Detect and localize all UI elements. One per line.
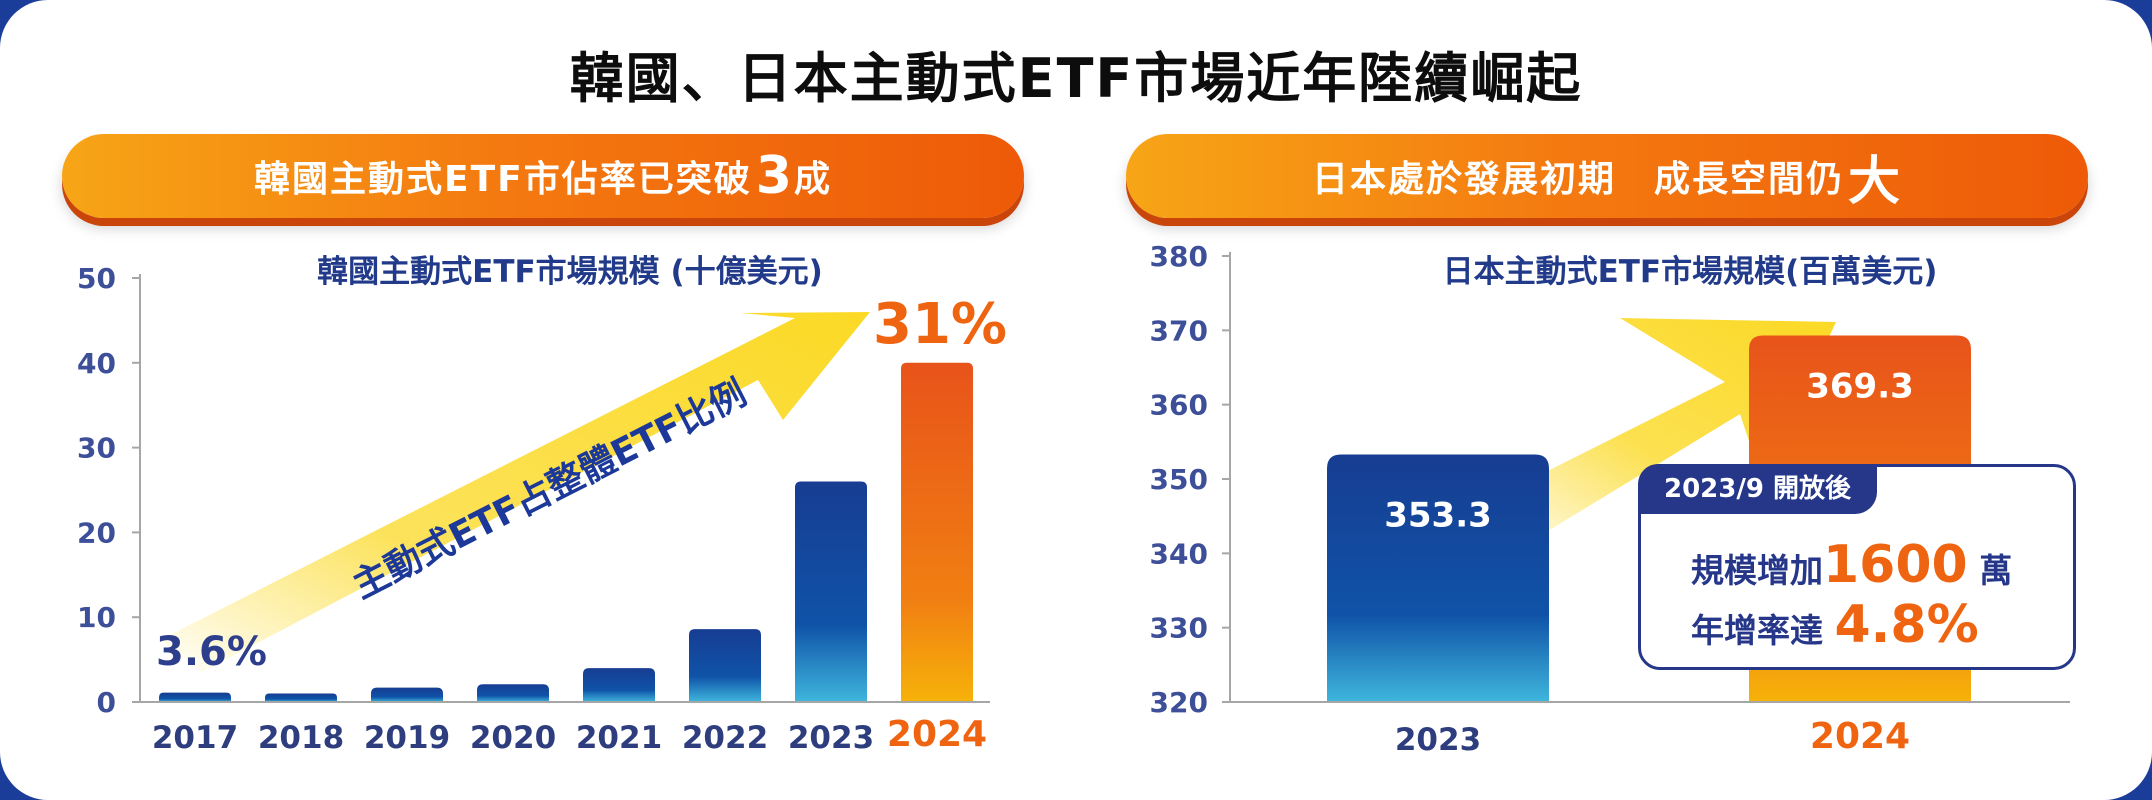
korea-bar-2019	[371, 687, 443, 702]
japan-banner-text: 日本處於發展初期 成長空間仍	[1311, 159, 1844, 200]
japan-x-tick-label: 2024	[1810, 716, 1910, 757]
japan-chart-title: 日本主動式ETF市場規模(百萬美元)	[1442, 254, 1938, 290]
korea-bar-2021	[583, 668, 655, 702]
japan-y-tick-label: 330	[1150, 612, 1208, 645]
korea-x-tick-label: 2019	[364, 720, 450, 756]
callout-growth-line: 規模增加1600 萬	[1691, 535, 2012, 595]
korea-y-tick-label: 30	[77, 432, 116, 465]
korea-x-tick-label: 2024	[887, 714, 987, 755]
korea-banner-suffix: 成	[793, 159, 832, 200]
japan-banner: 日本處於發展初期 成長空間仍大	[1126, 134, 2088, 218]
korea-y-tick-label: 50	[77, 262, 116, 295]
korea-x-tick-label: 2020	[470, 720, 556, 756]
callout-rate-line: 年增率達 4.8%	[1691, 595, 1979, 655]
callout-growth-unit: 萬	[1967, 551, 2013, 590]
korea-banner: 韓國主動式ETF市佔率已突破 3 成	[62, 134, 1024, 218]
korea-start-percent: 3.6%	[156, 629, 267, 675]
japan-y-tick-label: 360	[1150, 389, 1208, 422]
korea-chart-title: 韓國主動式ETF市場規模 (十億美元)	[317, 254, 823, 290]
korea-x-tick-label: 2022	[682, 720, 768, 756]
korea-y-tick-label: 10	[77, 601, 116, 634]
japan-trend-arrow	[1470, 318, 1836, 548]
korea-bar-2023	[795, 481, 867, 702]
japan-bar-2023	[1327, 454, 1549, 702]
japan-banner-highlight: 大	[1848, 151, 1903, 212]
japan-y-tick-label: 340	[1150, 537, 1208, 570]
korea-y-tick-label: 20	[77, 516, 116, 549]
korea-bar-2022	[689, 629, 761, 702]
japan-x-tick-label: 2023	[1395, 722, 1481, 758]
korea-x-tick-label: 2023	[788, 720, 874, 756]
callout-rate-prefix: 年增率達	[1691, 611, 1835, 650]
korea-bar-2018	[265, 693, 337, 702]
korea-banner-highlight: 3	[755, 146, 794, 206]
japan-y-tick-label: 380	[1150, 240, 1208, 273]
callout-tab: 2023/9 開放後	[1638, 464, 1878, 514]
korea-x-tick-label: 2017	[152, 720, 238, 756]
korea-bar-2017	[159, 692, 231, 702]
callout-growth-prefix: 規模增加	[1691, 551, 1823, 590]
korea-y-tick-label: 0	[97, 686, 116, 719]
korea-end-percent: 31%	[873, 292, 1007, 357]
japan-y-tick-label: 370	[1150, 314, 1208, 347]
korea-bar-2020	[477, 684, 549, 702]
korea-x-tick-label: 2018	[258, 720, 344, 756]
japan-value-label-2024: 369.3	[1806, 367, 1914, 407]
callout-rate-value: 4.8%	[1834, 595, 1979, 655]
korea-trend-arrow	[160, 312, 870, 672]
japan-y-tick-label: 350	[1150, 463, 1208, 496]
korea-bar-2024	[901, 362, 973, 702]
korea-arrow-label: 主動式ETF占整體ETF比例	[346, 373, 753, 607]
japan-callout-box: 2023/9 開放後 規模增加1600 萬 年增率達 4.8%	[1638, 464, 2076, 670]
main-title: 韓國、日本主動式ETF市場近年陸續崛起	[569, 47, 1583, 110]
korea-x-tick-label: 2021	[576, 720, 662, 756]
japan-value-label-2023: 353.3	[1384, 495, 1492, 535]
korea-y-tick-label: 40	[77, 347, 116, 380]
korea-banner-text: 韓國主動式ETF市佔率已突破	[254, 159, 752, 200]
japan-y-tick-label: 320	[1150, 686, 1208, 719]
callout-growth-value: 1600	[1823, 535, 1968, 595]
